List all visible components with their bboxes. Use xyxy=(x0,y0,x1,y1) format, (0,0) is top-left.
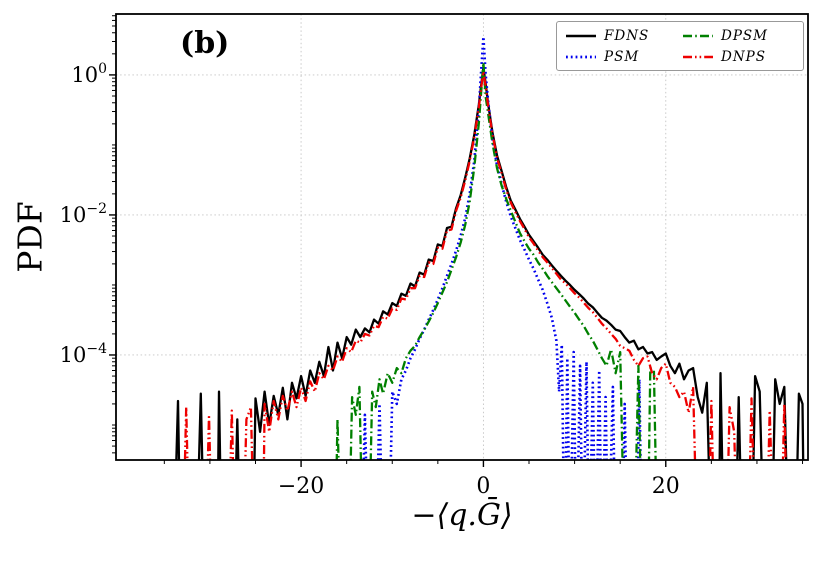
legend-item-dnps: DNPS xyxy=(682,49,795,65)
series-FDNS xyxy=(175,66,805,460)
psm-line-sample xyxy=(566,55,596,59)
legend-label-dpsm: DPSM xyxy=(721,28,768,44)
legend-label-dnps: DNPS xyxy=(721,49,766,65)
fdns-line-sample xyxy=(566,34,596,38)
x-axis-label: −⟨q.Ḡ⟩ xyxy=(411,498,513,533)
y-tick-label: 10−4 xyxy=(60,341,107,367)
series-DPSM xyxy=(335,61,657,460)
series-DNPS xyxy=(183,70,787,460)
dpsm-line-sample xyxy=(683,34,713,38)
x-tick-label: 20 xyxy=(652,474,680,499)
y-tick-label: 10−2 xyxy=(60,201,107,227)
dnps-line-sample xyxy=(683,55,713,59)
legend-item-fdns: FDNS xyxy=(565,28,678,44)
y-axis-label: PDF xyxy=(10,201,50,273)
y-tick-label: 100 xyxy=(71,61,107,87)
legend-label-fdns: FDNS xyxy=(604,28,650,44)
legend-label-psm: PSM xyxy=(604,49,640,65)
panel-label: (b) xyxy=(180,26,230,61)
x-tick-label: 0 xyxy=(476,474,490,499)
legend: FDNS DPSM PSM DNPS xyxy=(556,21,804,71)
series-PSM xyxy=(362,35,642,460)
legend-item-psm: PSM xyxy=(565,49,678,65)
axes-frame xyxy=(115,13,809,461)
x-tick-label: −20 xyxy=(278,474,324,499)
legend-item-dpsm: DPSM xyxy=(682,28,795,44)
